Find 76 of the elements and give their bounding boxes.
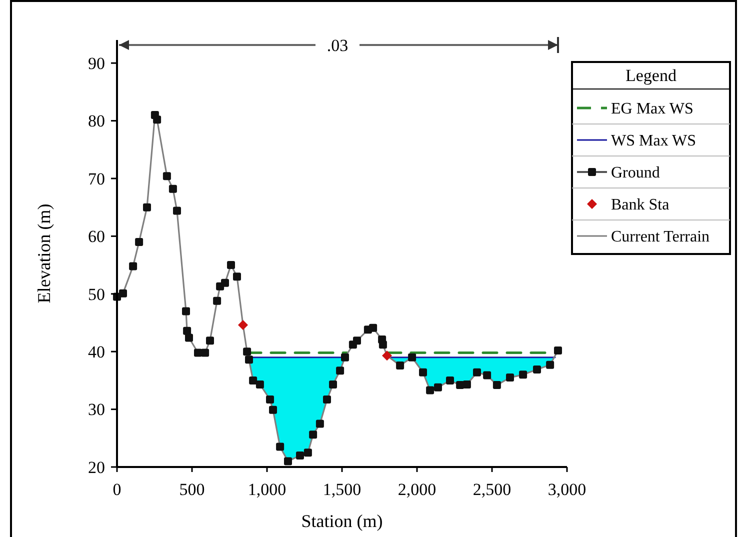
point [369,324,378,332]
point [506,374,514,382]
point [233,272,241,281]
point [519,370,528,379]
point [533,365,541,374]
y-tick-label: 20 [88,458,105,477]
x-tick-label: 500 [179,480,205,499]
point [473,368,481,376]
point [296,451,304,460]
point [201,348,210,357]
point [316,420,324,428]
point [129,262,138,270]
point [382,350,392,361]
point [284,457,292,466]
point [243,348,252,356]
point [206,336,214,345]
x-tick-label: 3,000 [548,480,586,499]
point [446,376,454,384]
point [483,371,492,380]
x-tick-label: 2,000 [398,480,436,499]
y-tick-label: 40 [88,342,105,362]
point [119,289,127,298]
y-tick-label: 80 [88,112,105,131]
point [143,203,151,212]
point [249,376,258,384]
point [182,307,190,316]
point [185,334,193,342]
point [323,395,331,404]
y-tick-label: 60 [88,227,105,246]
point [492,381,501,390]
point [419,368,427,376]
legend-label: Ground [611,164,660,182]
x-axis-title: Station (m) [301,511,383,531]
point [162,172,171,180]
point [554,346,562,354]
point [256,380,264,388]
point [135,238,144,246]
x-tick-label: 1,000 [248,480,286,499]
point [304,448,312,457]
point [378,340,387,349]
point [173,206,181,215]
legend-title: Legend [626,66,677,85]
y-tick-label: 50 [88,284,105,304]
point [329,380,337,388]
point [266,395,274,404]
point [276,442,284,451]
point [245,356,253,364]
point [238,320,248,330]
point [434,383,442,392]
legend-label: EG Max WS [611,100,694,118]
point [426,386,434,394]
y-tick-label: 70 [88,169,105,188]
point [408,353,416,362]
point [336,366,344,375]
point [546,360,554,369]
point [269,406,277,414]
point [227,261,235,270]
y-axis-title: Elevation (m) [34,204,54,304]
point [221,278,229,287]
point [168,184,177,193]
x-tick-label: 2,500 [472,480,512,499]
x-tick-label: 0 [112,480,122,499]
x-tick-label: 1,500 [322,480,362,499]
legend-label: WS Max WS [611,132,696,150]
legend-label: Bank Sta [611,196,670,214]
point [353,336,361,345]
point [341,353,349,362]
y-tick-label: 90 [88,54,105,74]
legend-label: Current Terrain [611,228,710,246]
point [462,380,471,388]
point [309,430,318,439]
point [213,296,222,305]
y-tick-label: 30 [88,400,105,420]
point [396,361,404,370]
point [153,116,162,124]
annotation: .03 [326,36,348,55]
